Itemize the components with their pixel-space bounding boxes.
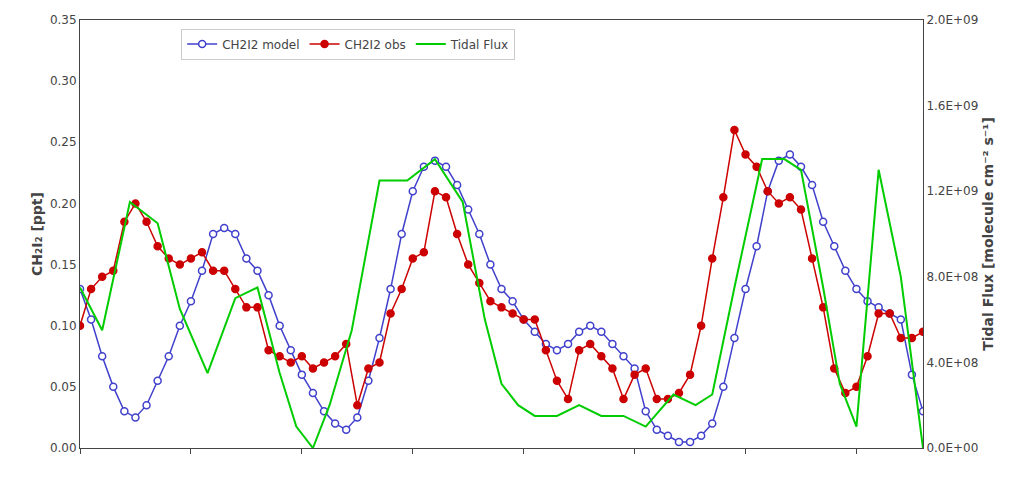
svg-text:0.0E+00: 0.0E+00 — [926, 441, 978, 455]
svg-text:CH2I2 obs: CH2I2 obs — [345, 38, 406, 52]
svg-text:Tidal Flux: Tidal Flux — [450, 38, 508, 52]
svg-text:0.20: 0.20 — [50, 197, 77, 211]
svg-text:1.6E+09: 1.6E+09 — [926, 99, 978, 113]
svg-text:0.00: 0.00 — [50, 441, 77, 455]
svg-text:0.25: 0.25 — [50, 135, 77, 149]
svg-text:2.0E+09: 2.0E+09 — [926, 13, 978, 27]
svg-text:1.2E+09: 1.2E+09 — [926, 184, 978, 198]
svg-text:0.15: 0.15 — [50, 258, 77, 272]
svg-text:0.10: 0.10 — [50, 319, 77, 333]
svg-text:Tidal Flux [molecule cm⁻² s⁻¹]: Tidal Flux [molecule cm⁻² s⁻¹] — [980, 117, 996, 351]
svg-text:8.0E+08: 8.0E+08 — [926, 270, 978, 284]
svg-text:CH₂I₂ [ppt]: CH₂I₂ [ppt] — [29, 192, 45, 276]
svg-text:0.05: 0.05 — [50, 380, 77, 394]
svg-text:4.0E+08: 4.0E+08 — [926, 356, 978, 370]
svg-text:CH2I2 model: CH2I2 model — [222, 38, 299, 52]
svg-text:0.30: 0.30 — [50, 74, 77, 88]
svg-text:0.35: 0.35 — [50, 13, 77, 27]
